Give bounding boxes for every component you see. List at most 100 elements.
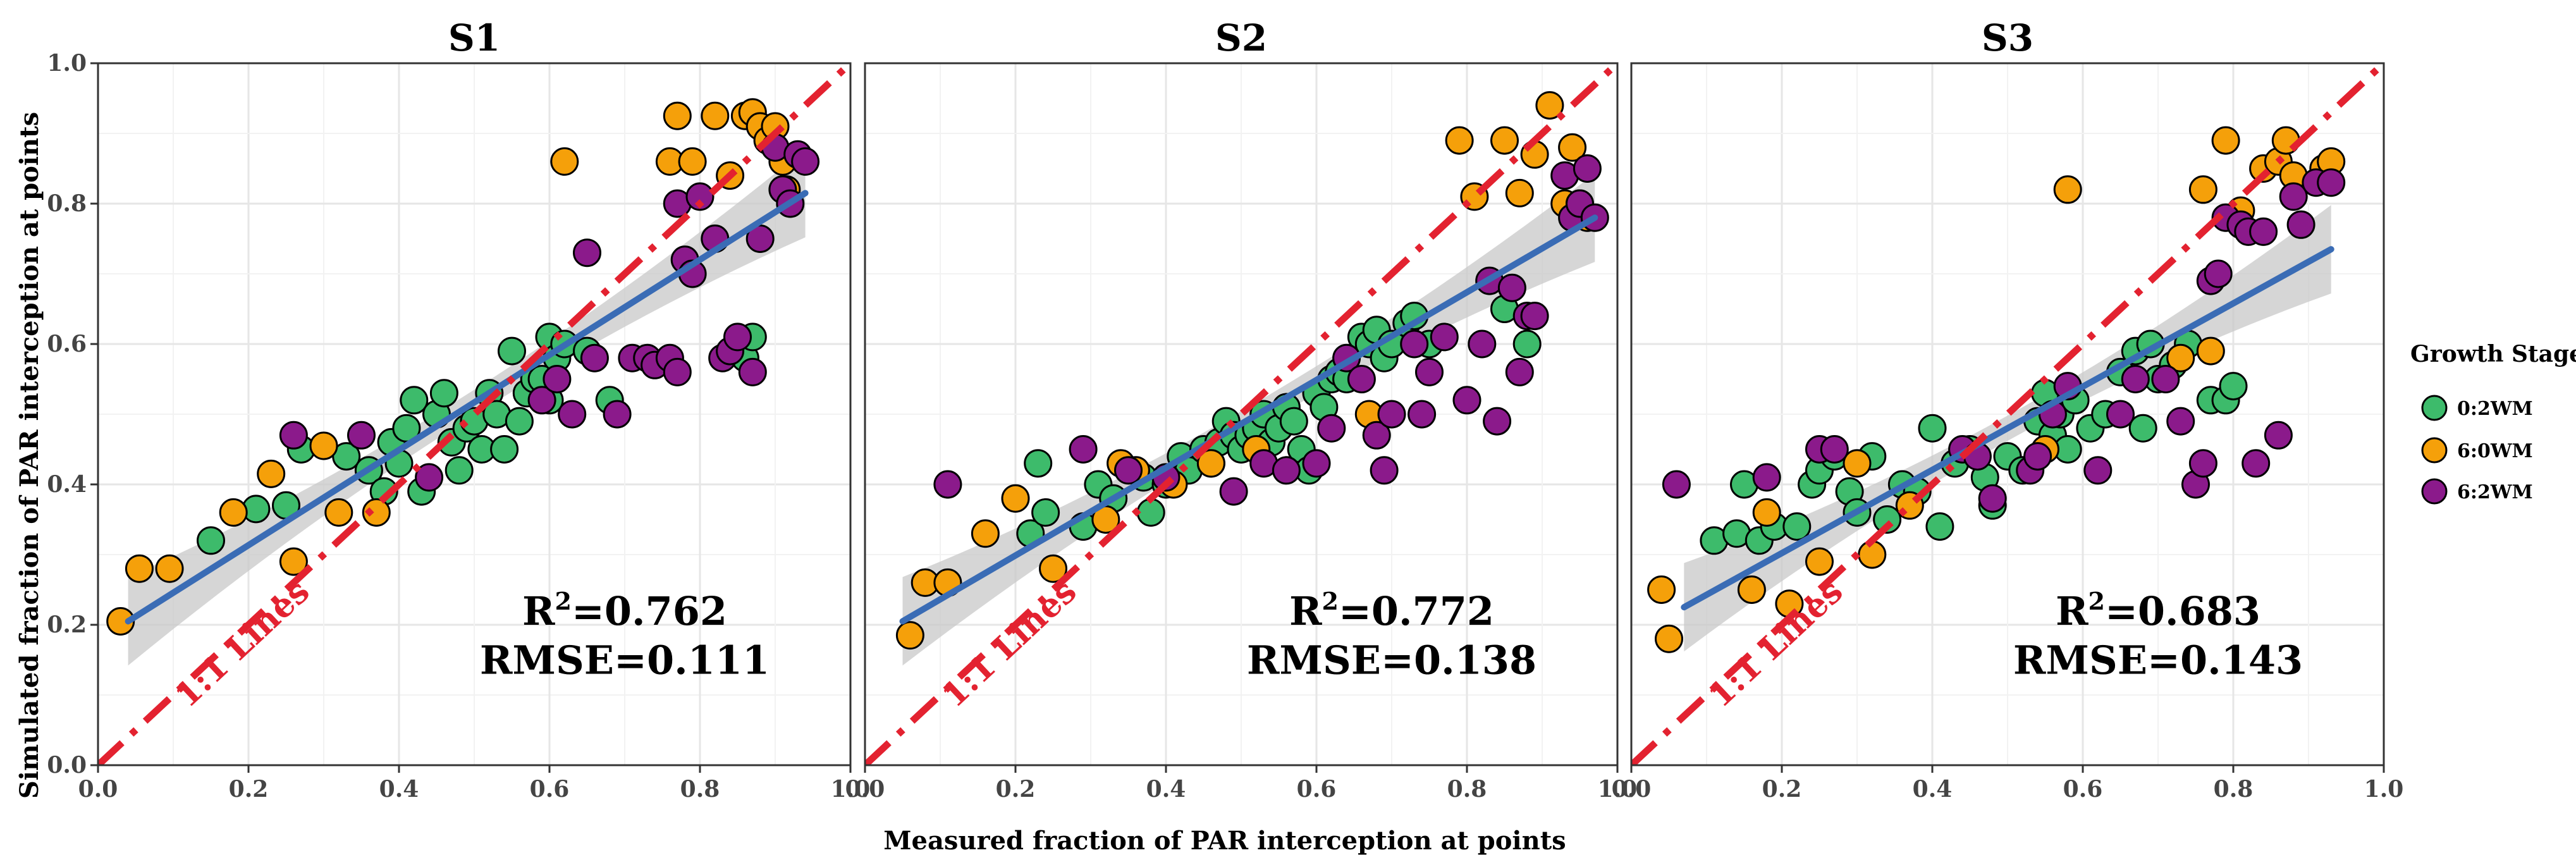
panel-title-s2: S2: [1215, 16, 1267, 59]
point-6-2wm: [2249, 217, 2278, 246]
point-6-2wm: [1377, 400, 1406, 429]
x-tick-label: 0.6: [1297, 776, 1337, 802]
point-6-0wm: [1655, 624, 1683, 653]
point-6-2wm: [663, 357, 692, 386]
point-6-0wm: [1535, 91, 1564, 120]
y-tick-label: 0.8: [47, 190, 87, 217]
point-6-2wm: [791, 147, 820, 176]
point-0-2wm: [197, 526, 225, 555]
point-6-2wm: [685, 182, 715, 211]
x-tick-label: 0.8: [680, 776, 720, 802]
point-6-0wm: [309, 431, 338, 460]
point-6-0wm: [324, 498, 353, 527]
x-tick-label: 1.0: [1598, 776, 1638, 802]
panel-border-s1: [97, 62, 852, 766]
point-6-2wm: [2264, 421, 2293, 450]
point-6-0wm: [2188, 175, 2217, 204]
point-0-2wm: [1918, 414, 1947, 443]
x-tick-label: 0.8: [2214, 776, 2254, 802]
point-6-2wm: [2188, 449, 2217, 478]
point-6-2wm: [1468, 329, 1497, 359]
point-0-2wm: [498, 336, 526, 366]
point-6-2wm: [2242, 449, 2271, 478]
point-0-2wm: [1925, 512, 1954, 541]
point-6-2wm: [2204, 259, 2233, 288]
point-0-2wm: [1512, 329, 1542, 359]
point-6-0wm: [155, 554, 184, 583]
point-0-2wm: [505, 407, 534, 436]
point-6-0wm: [678, 147, 707, 176]
point-0-2wm: [2128, 414, 2157, 443]
point-6-2wm: [1069, 435, 1098, 464]
legend-label-6-2wm: 6:2WM: [2457, 481, 2533, 503]
point-6-0wm: [2211, 126, 2240, 155]
panel-border-s3: [1630, 62, 2385, 766]
point-6-2wm: [1497, 273, 1526, 302]
point-6-2wm: [1362, 421, 1391, 450]
point-6-2wm: [2083, 456, 2113, 485]
point-6-2wm: [1347, 365, 1376, 393]
point-6-2wm: [279, 421, 308, 450]
point-6-2wm: [1408, 400, 1437, 429]
point-6-2wm: [580, 343, 609, 372]
point-6-0wm: [701, 101, 730, 130]
x-tick-label: 0.2: [996, 776, 1036, 802]
point-6-2wm: [1505, 357, 1534, 386]
legend-swatch-0-2wm: [2421, 395, 2448, 421]
one-to-one-line-s2: [865, 63, 1617, 765]
legend-label-6-0wm: 6:0WM: [2457, 440, 2533, 462]
point-6-2wm: [1452, 386, 1481, 415]
point-6-2wm: [347, 421, 376, 450]
y-tick-label: 0.6: [47, 331, 87, 357]
panel-title-s1: S1: [448, 16, 500, 59]
x-tick-label: 0.4: [1913, 776, 1953, 802]
point-0-2wm: [1782, 512, 1812, 541]
point-0-2wm: [1873, 505, 1902, 534]
point-6-2wm: [1430, 323, 1459, 352]
point-6-0wm: [125, 554, 154, 583]
x-tick-label: 0.0: [845, 776, 885, 802]
point-6-2wm: [2286, 210, 2315, 239]
point-6-2wm: [1302, 449, 1331, 478]
x-tick-label: 0.2: [229, 776, 269, 802]
point-6-2wm: [1573, 154, 1602, 183]
y-tick-label: 0.0: [47, 752, 87, 778]
y-tick-label: 1.0: [47, 50, 87, 77]
point-6-0wm: [1647, 575, 1676, 604]
point-6-2wm: [1520, 302, 1549, 331]
point-6-2wm: [415, 463, 444, 492]
point-6-0wm: [219, 498, 248, 527]
rmse-text-s2: RMSE=0.138: [1247, 637, 1536, 684]
fit-line-s2: [899, 214, 1598, 625]
point-6-2wm: [933, 470, 962, 499]
rmse-text-s1: RMSE=0.111: [480, 637, 770, 684]
point-0-2wm: [429, 379, 458, 408]
point-0-2wm: [490, 435, 519, 464]
point-6-2wm: [573, 238, 601, 267]
point-6-2wm: [2279, 182, 2308, 211]
legend-swatch-6-0wm: [2421, 437, 2448, 464]
point-6-2wm: [1415, 357, 1444, 386]
point-0-2wm: [1024, 449, 1053, 478]
point-6-2wm: [738, 357, 767, 386]
legend-label-0-2wm: 0:2WM: [2457, 398, 2533, 420]
point-6-2wm: [1820, 435, 1849, 464]
x-tick-label: 0.8: [1447, 776, 1487, 802]
x-tick-label: 0.6: [530, 776, 570, 802]
point-6-0wm: [1752, 498, 1781, 527]
point-6-2wm: [1752, 463, 1781, 492]
point-6-0wm: [2053, 175, 2082, 204]
point-6-2wm: [1370, 456, 1399, 485]
x-tick-label: 0.0: [78, 776, 118, 802]
point-6-0wm: [971, 519, 1000, 548]
y-tick-label: 0.2: [47, 612, 87, 638]
x-tick-label: 0.4: [379, 776, 419, 802]
point-6-0wm: [1558, 133, 1587, 162]
point-0-2wm: [400, 386, 429, 415]
point-6-2wm: [1662, 470, 1691, 499]
point-6-0wm: [1001, 484, 1030, 513]
x-tick-label: 0.0: [1612, 776, 1652, 802]
